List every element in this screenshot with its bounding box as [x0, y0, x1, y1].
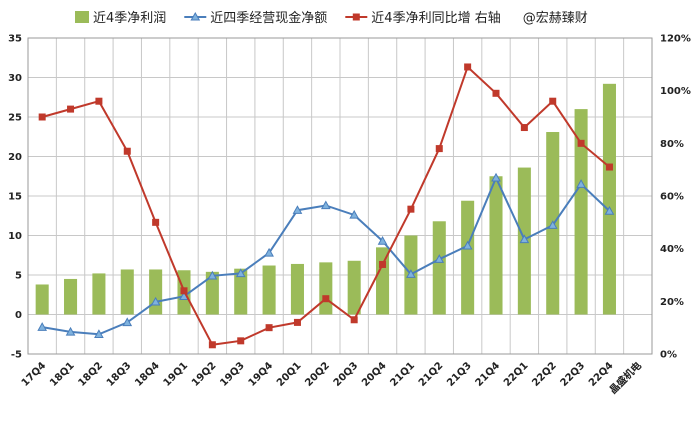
legend-label: 近4季净利同比增 右轴 [371, 11, 500, 26]
data-point [434, 254, 445, 263]
bar [234, 268, 248, 315]
y-left-tick-label: 25 [8, 113, 22, 124]
y-left-tick-label: 10 [8, 231, 22, 242]
y-left-tick-label: 35 [8, 34, 22, 45]
bar [489, 176, 503, 315]
legend-marker [352, 13, 360, 21]
data-point [37, 322, 48, 331]
y-right-tick-label: 100% [660, 86, 691, 97]
data-point [123, 147, 131, 155]
legend-marker [190, 11, 201, 21]
data-point [265, 324, 273, 332]
data-point [520, 124, 528, 132]
legend-label: 近4季净利润 [93, 11, 166, 26]
y-right-tick-label: 60% [660, 192, 684, 203]
data-point [379, 260, 387, 268]
annotation-text: @宏赫臻财 [523, 11, 588, 26]
data-point [180, 287, 188, 295]
data-point [605, 163, 613, 171]
bar [149, 269, 163, 315]
data-point [377, 236, 388, 245]
y-right-tick-label: 120% [660, 34, 691, 45]
data-point [207, 270, 218, 280]
data-point [350, 316, 358, 324]
data-point [95, 97, 103, 105]
data-point [122, 317, 133, 327]
y-left-tick-label: -5 [11, 350, 22, 361]
y-left-tick-label: 15 [8, 192, 22, 203]
bar [64, 278, 78, 315]
bar [35, 284, 49, 315]
data-point [604, 205, 615, 215]
data-point [150, 296, 161, 306]
legend-label: 近四季经营现金净额 [210, 10, 327, 26]
bar [262, 265, 276, 315]
y-left-tick-label: 20 [8, 152, 22, 163]
data-point [547, 220, 558, 229]
line-series [37, 63, 615, 349]
bar [347, 260, 361, 315]
y-left-tick-label: 30 [8, 73, 22, 84]
bar [319, 262, 333, 315]
data-point [519, 234, 530, 244]
data-point [38, 113, 46, 121]
data-point [576, 179, 586, 188]
data-point [292, 205, 303, 214]
y-right-tick-label: 80% [660, 139, 684, 150]
data-point [407, 205, 415, 213]
y-right-tick-label: 40% [660, 244, 684, 255]
data-point [235, 268, 246, 278]
y-right-tick-label: 20% [660, 297, 684, 308]
data-point [65, 326, 76, 336]
data-point [320, 200, 331, 210]
data-point [322, 295, 330, 303]
data-point [349, 209, 360, 219]
data-point [67, 105, 75, 113]
data-point [94, 329, 104, 338]
bar-series [35, 83, 616, 315]
legend-swatch [75, 11, 89, 23]
bar [290, 263, 304, 315]
data-point [492, 89, 500, 97]
data-point [435, 145, 443, 153]
y-left-tick-label: 0 [15, 310, 22, 321]
data-point [549, 97, 557, 105]
data-point [491, 172, 501, 182]
data-point [293, 318, 301, 326]
data-point [577, 139, 585, 147]
bar [92, 273, 106, 315]
bar [120, 269, 134, 315]
data-point [264, 247, 274, 257]
y-left-tick-label: 5 [15, 271, 22, 282]
data-point [462, 240, 473, 250]
plot-border [27, 37, 653, 355]
legend: 近4季净利润 近四季经营现金净额 近4季净利同比增 右轴 @宏赫臻财 [75, 10, 588, 26]
bar [574, 109, 588, 315]
bar [205, 271, 219, 315]
bar [602, 83, 616, 315]
data-point [237, 337, 245, 345]
data-point [406, 269, 416, 278]
data-point [464, 63, 472, 71]
data-point [208, 341, 216, 349]
bar [432, 221, 446, 315]
y-right-tick-label: 0% [660, 350, 677, 361]
bar [461, 200, 475, 315]
data-point [152, 218, 160, 226]
